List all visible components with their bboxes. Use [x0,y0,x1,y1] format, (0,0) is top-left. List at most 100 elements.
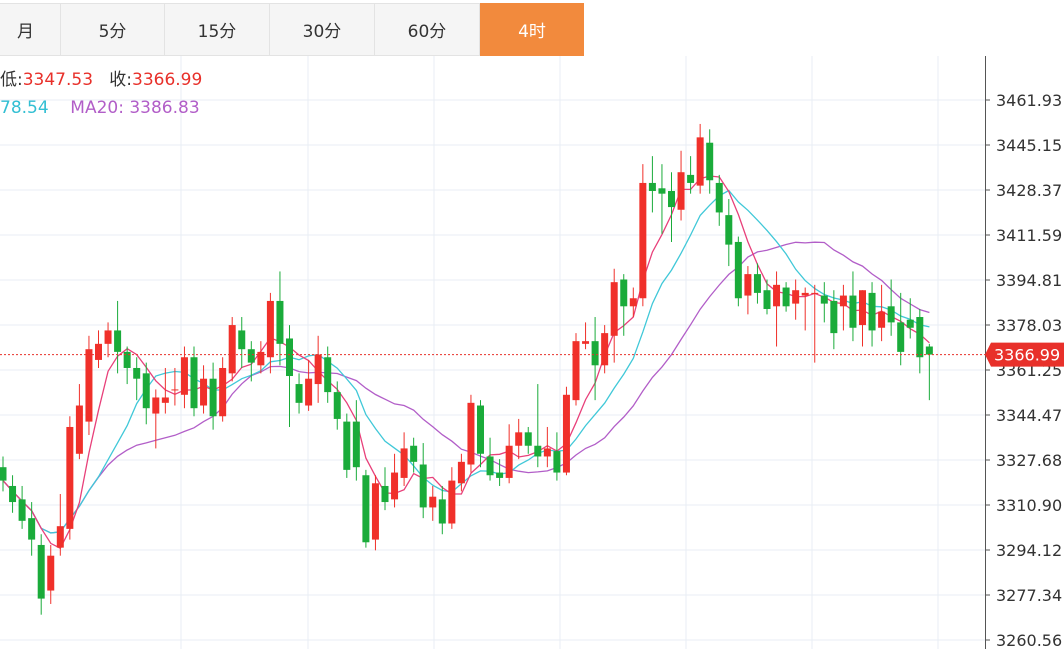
candle-body [820,295,828,304]
ohlc-info-panel: 低:3347.53 收:3366.99 78.54 MA20: 3386.83 [0,66,202,122]
candle-body [658,188,666,194]
candle-body [887,306,895,323]
candle-body [352,421,360,468]
candle-body [209,378,217,417]
candle-body [276,300,284,344]
candle-body [878,311,886,328]
tab-4hour[interactable]: 4时 [480,3,584,56]
candle-body [582,341,590,344]
candle-body [668,190,675,208]
close-label: 收: [109,70,132,90]
candle-body [524,432,532,446]
candle-body [601,333,609,366]
tab-15min[interactable]: 15分 [164,3,270,56]
y-tick-label: 3327.68 [996,451,1062,470]
candle-body [925,346,933,355]
candle-body [773,284,781,307]
candle-body [734,241,742,299]
tab-label: 15分 [197,22,237,42]
candle-body [782,287,790,307]
candle-body [543,448,551,457]
candle-body [314,354,322,385]
candle-body [715,182,723,213]
y-tick-label: 3428.37 [996,181,1062,200]
y-tick-label: 3260.56 [996,631,1062,649]
candle-body [161,397,169,403]
candle-body [629,298,637,307]
ma20-label: MA20: [70,98,124,118]
candle-body [180,357,188,395]
candle-body [897,322,905,352]
candlestick-chart[interactable]: 3461.93 3445.15 3428.37 3411.59 3394.81 3378.… [0,56,1064,649]
candle-body [286,338,293,377]
ma20-line [2,241,930,534]
current-price-marker [985,342,1064,367]
candle-body [763,290,771,309]
candle-body [648,182,656,191]
candle-body [496,472,504,478]
candle-body [906,319,914,328]
candle-body [85,349,93,422]
candle-body [66,426,74,529]
candle-body [190,357,198,409]
candle-body [448,480,456,524]
y-tick-label: 3344.47 [996,406,1062,425]
candle-body [505,445,513,478]
candle-body [486,456,494,476]
candle-body [371,483,379,540]
close-value: 3366.99 [132,70,203,90]
candle-body [171,389,179,391]
info-row-1: 低:3347.53 收:3366.99 [0,66,202,94]
tab-60min[interactable]: 60分 [374,3,480,56]
candle-body [839,295,847,307]
candle-body [534,445,542,457]
candle-body [56,526,64,548]
candle-body [562,394,570,473]
candle-body [75,405,83,454]
candle-body [859,290,866,326]
candle-body [333,392,341,419]
ma5-line [2,175,930,550]
low-value: 3347.53 [22,70,94,90]
candle-body [477,405,484,454]
candle-body [744,274,752,296]
candle-body [18,499,26,521]
candle-body [324,357,332,393]
candle-body [305,378,313,406]
tab-month[interactable]: 月 [0,3,61,56]
candle-body [677,172,685,210]
tab-30min[interactable]: 30分 [269,3,375,56]
y-tick-label: 3445.15 [996,136,1062,155]
candle-body [47,555,55,591]
candle-body [257,351,265,366]
candle-body [620,279,628,307]
candle-body [266,300,274,358]
candle-body [916,317,924,358]
y-tick-label: 3378.03 [996,316,1062,335]
candle-body [114,330,122,352]
candle-body [849,295,857,328]
candle-body [228,325,236,374]
candle-body [343,421,351,470]
ma20-value: 3386.83 [129,98,200,118]
candle-body [438,499,446,524]
candle-body [9,485,17,503]
candle-body [238,330,246,350]
candle-body [200,378,208,406]
candle-body [792,290,800,304]
candle-body [610,282,618,336]
candle-body [104,330,112,344]
candle-body [467,402,475,465]
candle-body [591,341,599,366]
tab-5min[interactable]: 5分 [60,3,165,56]
tab-label: 30分 [302,22,342,42]
tab-label: 月 [17,22,34,42]
candle-body [28,518,36,540]
candle-body [801,292,809,296]
candle-body [868,292,876,331]
candle-body [295,384,303,403]
candle-body [419,464,427,508]
candle-body [515,432,523,446]
candle-body [142,373,150,409]
tab-label: 5分 [98,22,127,42]
